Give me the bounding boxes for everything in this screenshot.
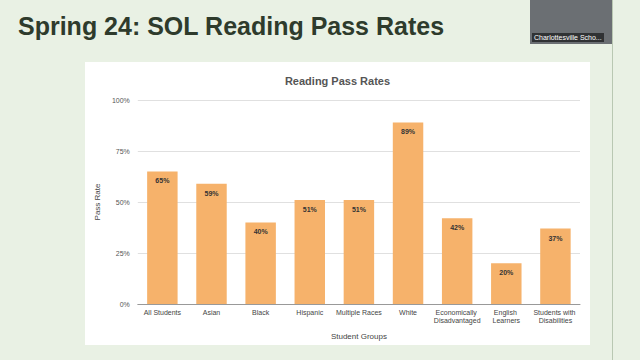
- svg-text:20%: 20%: [499, 269, 514, 276]
- svg-text:White: White: [399, 309, 417, 316]
- svg-text:59%: 59%: [204, 190, 219, 197]
- svg-text:25%: 25%: [116, 250, 130, 257]
- svg-text:65%: 65%: [155, 177, 170, 184]
- svg-text:42%: 42%: [450, 224, 465, 231]
- svg-text:50%: 50%: [116, 199, 130, 206]
- svg-text:40%: 40%: [254, 228, 269, 235]
- svg-text:Pass Rate: Pass Rate: [93, 183, 102, 220]
- svg-text:Black: Black: [252, 309, 270, 316]
- svg-text:Student Groups: Student Groups: [331, 332, 387, 341]
- svg-text:Asian: Asian: [203, 309, 221, 316]
- svg-text:Disadvantaged: Disadvantaged: [434, 317, 481, 325]
- svg-text:Economically: Economically: [436, 309, 479, 317]
- html-text:Spring 24: SOL Reading Pass Ra: Spring 24: SOL Reading Pass Rates: [18, 12, 445, 40]
- svg-text:Multiple Races: Multiple Races: [336, 309, 382, 317]
- svg-text:Students with: Students with: [533, 309, 577, 316]
- svg-text:51%: 51%: [352, 206, 367, 213]
- svg-text:Disabilities: Disabilities: [539, 317, 573, 324]
- svg-text:100%: 100%: [112, 97, 130, 104]
- svg-text:0%: 0%: [120, 301, 130, 308]
- svg-text:75%: 75%: [116, 148, 130, 155]
- svg-text:51%: 51%: [303, 206, 318, 213]
- svg-text:Hispanic: Hispanic: [296, 309, 323, 317]
- svg-text:89%: 89%: [401, 128, 416, 135]
- svg-text:37%: 37%: [548, 235, 563, 242]
- html-text:Charlottesville Scho...: Charlottesville Scho...: [534, 34, 602, 41]
- svg-text:Learners: Learners: [492, 317, 520, 324]
- svg-text:All Students: All Students: [144, 309, 182, 316]
- svg-text:Reading Pass Rates: Reading Pass Rates: [285, 75, 390, 87]
- svg-text:English: English: [494, 309, 519, 317]
